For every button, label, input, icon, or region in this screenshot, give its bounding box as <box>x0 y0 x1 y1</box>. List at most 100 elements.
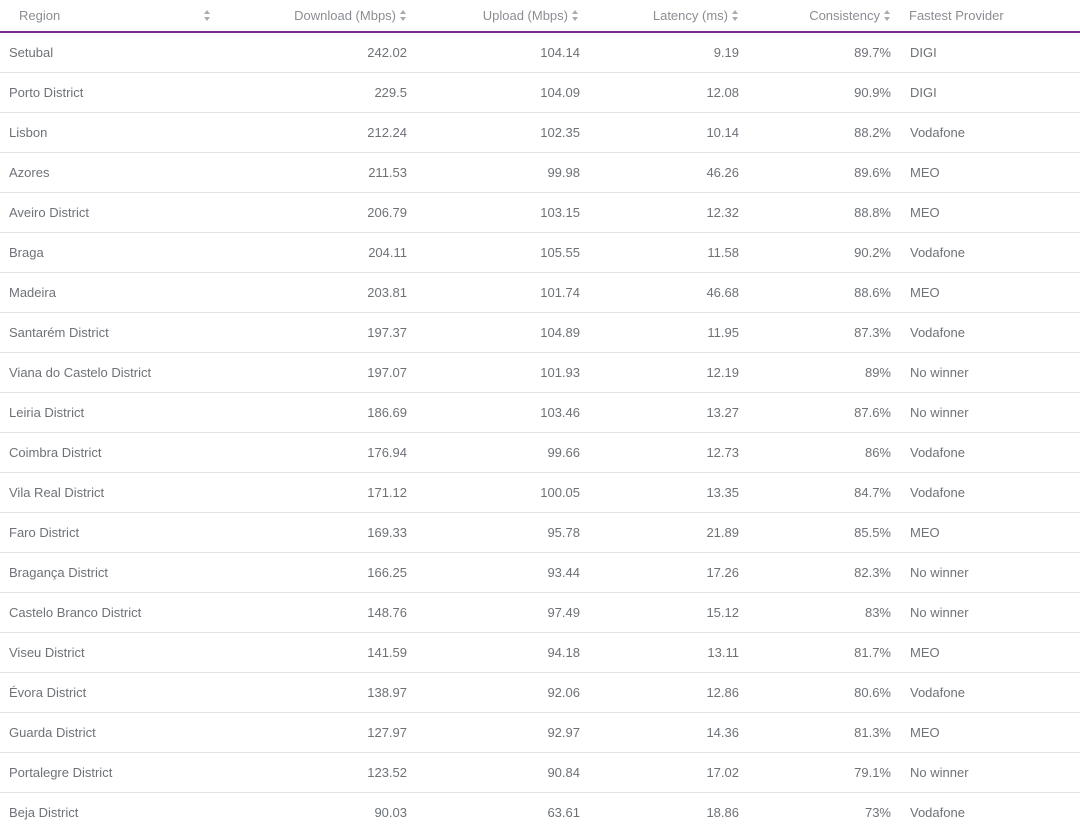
table-row: Viana do Castelo District 197.07 101.93 … <box>0 353 1080 393</box>
column-header-latency[interactable]: Latency (ms) <box>582 0 740 31</box>
latency-cell: 12.86 <box>706 685 739 700</box>
download-cell: 141.59 <box>367 645 407 660</box>
sort-updown-icon[interactable] <box>400 10 407 21</box>
column-header-region-label[interactable]: Region <box>19 8 61 23</box>
latency-cell: 14.36 <box>706 725 739 740</box>
column-header-upload[interactable]: Upload (Mbps) <box>410 0 582 31</box>
table-row: Porto District 229.5 104.09 12.08 90.9% … <box>0 73 1080 113</box>
region-cell: Viana do Castelo District <box>9 365 152 380</box>
table-row: Beja District 90.03 63.61 18.86 73% Voda… <box>0 793 1080 831</box>
table-row: Guarda District 127.97 92.97 14.36 81.3%… <box>0 713 1080 753</box>
region-cell: Vila Real District <box>9 485 105 500</box>
upload-cell: 102.35 <box>540 125 580 140</box>
download-cell: 197.37 <box>367 325 407 340</box>
download-cell: 171.12 <box>367 485 407 500</box>
latency-cell: 17.26 <box>706 565 739 580</box>
table-row: Coimbra District 176.94 99.66 12.73 86% … <box>0 433 1080 473</box>
region-cell: Faro District <box>9 525 80 540</box>
download-cell: 127.97 <box>367 725 407 740</box>
region-cell: Beja District <box>9 805 79 820</box>
latency-cell: 12.08 <box>706 85 739 100</box>
consistency-cell: 89% <box>864 365 891 380</box>
upload-cell: 103.15 <box>540 205 580 220</box>
latency-cell: 12.32 <box>706 205 739 220</box>
region-cell: Portalegre District <box>9 765 113 780</box>
table-row: Setubal 242.02 104.14 9.19 89.7% DIGI <box>0 33 1080 73</box>
table-header: Region Download (Mbps) Upload (Mbps) Lat… <box>0 0 1080 33</box>
sort-updown-icon[interactable] <box>572 10 579 21</box>
provider-cell: No winner <box>910 565 969 580</box>
consistency-cell: 86% <box>864 445 891 460</box>
latency-cell: 12.19 <box>706 365 739 380</box>
column-header-upload-label[interactable]: Upload (Mbps) <box>482 8 568 23</box>
upload-cell: 101.74 <box>540 285 580 300</box>
provider-cell: Vodafone <box>910 805 965 820</box>
upload-cell: 104.09 <box>540 85 580 100</box>
consistency-cell: 81.3% <box>854 725 891 740</box>
upload-cell: 100.05 <box>540 485 580 500</box>
sort-updown-icon[interactable] <box>884 10 891 21</box>
download-cell: 204.11 <box>368 245 407 260</box>
download-cell: 186.69 <box>367 405 407 420</box>
upload-cell: 104.14 <box>540 45 580 60</box>
download-cell: 148.76 <box>367 605 407 620</box>
column-header-consistency-label[interactable]: Consistency <box>809 8 880 23</box>
region-cell: Porto District <box>9 85 84 100</box>
consistency-cell: 88.8% <box>854 205 891 220</box>
provider-cell: MEO <box>910 725 940 740</box>
upload-cell: 93.44 <box>547 565 580 580</box>
column-header-consistency[interactable]: Consistency <box>740 0 892 31</box>
download-cell: 166.25 <box>367 565 407 580</box>
latency-cell: 15.12 <box>706 605 739 620</box>
table-row: Lisbon 212.24 102.35 10.14 88.2% Vodafon… <box>0 113 1080 153</box>
column-header-provider-label[interactable]: Fastest Provider <box>909 8 1004 23</box>
consistency-cell: 87.3% <box>854 325 891 340</box>
provider-cell: Vodafone <box>910 685 965 700</box>
provider-cell: MEO <box>910 165 940 180</box>
upload-cell: 94.18 <box>547 645 580 660</box>
table-row: Braga 204.11 105.55 11.58 90.2% Vodafone <box>0 233 1080 273</box>
region-cell: Bragança District <box>9 565 108 580</box>
latency-cell: 17.02 <box>706 765 739 780</box>
provider-cell: Vodafone <box>910 485 965 500</box>
upload-cell: 92.97 <box>547 725 580 740</box>
provider-cell: DIGI <box>910 85 937 100</box>
download-cell: 123.52 <box>367 765 407 780</box>
download-cell: 169.33 <box>367 525 407 540</box>
provider-cell: Vodafone <box>910 125 965 140</box>
column-header-download[interactable]: Download (Mbps) <box>215 0 410 31</box>
consistency-cell: 81.7% <box>854 645 891 660</box>
download-cell: 203.81 <box>367 285 407 300</box>
consistency-cell: 88.6% <box>854 285 891 300</box>
region-cell: Coimbra District <box>9 445 102 460</box>
column-header-download-label[interactable]: Download (Mbps) <box>294 8 396 23</box>
provider-cell: No winner <box>910 405 969 420</box>
provider-cell: MEO <box>910 525 940 540</box>
table-row: Santarém District 197.37 104.89 11.95 87… <box>0 313 1080 353</box>
column-header-latency-label[interactable]: Latency (ms) <box>652 8 728 23</box>
download-cell: 229.5 <box>374 85 407 100</box>
table-body: Setubal 242.02 104.14 9.19 89.7% DIGI Po… <box>0 33 1080 831</box>
region-cell: Madeira <box>9 285 56 300</box>
table-row: Vila Real District 171.12 100.05 13.35 8… <box>0 473 1080 513</box>
consistency-cell: 89.6% <box>854 165 891 180</box>
column-header-provider[interactable]: Fastest Provider <box>892 0 1080 31</box>
latency-cell: 21.89 <box>706 525 739 540</box>
latency-cell: 46.26 <box>706 165 739 180</box>
consistency-cell: 87.6% <box>854 405 891 420</box>
provider-cell: DIGI <box>910 45 937 60</box>
latency-cell: 18.86 <box>706 805 739 820</box>
upload-cell: 103.46 <box>540 405 580 420</box>
download-cell: 176.94 <box>367 445 407 460</box>
region-cell: Évora District <box>9 685 87 700</box>
region-cell: Aveiro District <box>9 205 89 220</box>
consistency-cell: 89.7% <box>854 45 891 60</box>
column-header-region[interactable]: Region <box>0 0 215 31</box>
download-cell: 242.02 <box>367 45 407 60</box>
sort-updown-icon[interactable] <box>204 10 211 21</box>
latency-cell: 13.27 <box>706 405 739 420</box>
sort-updown-icon[interactable] <box>732 10 739 21</box>
provider-cell: No winner <box>910 365 969 380</box>
table-row: Évora District 138.97 92.06 12.86 80.6% … <box>0 673 1080 713</box>
consistency-cell: 85.5% <box>854 525 891 540</box>
